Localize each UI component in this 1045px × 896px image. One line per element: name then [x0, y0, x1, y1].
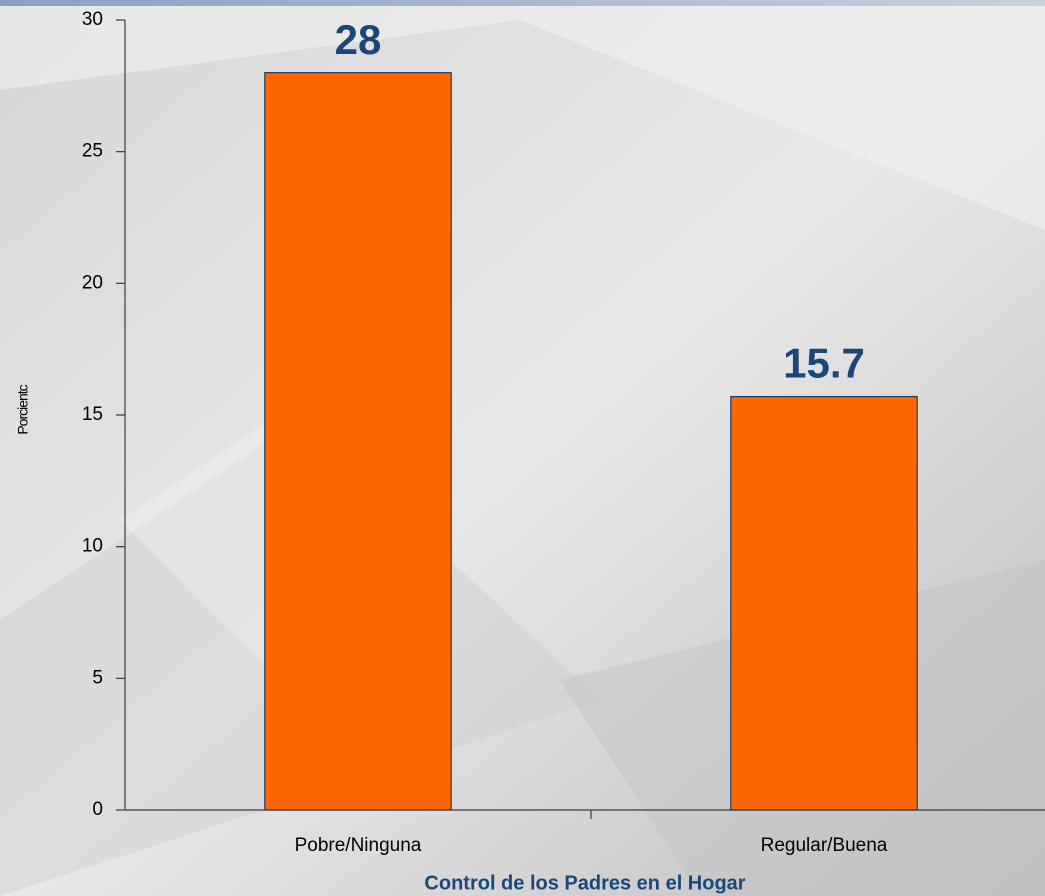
top-strip — [0, 0, 1045, 6]
y-tick-label: 10 — [82, 536, 103, 557]
background-shape — [0, 0, 1045, 230]
data-label: 15.7 — [783, 340, 865, 387]
y-tick-label: 20 — [82, 272, 103, 293]
bar — [264, 72, 452, 811]
y-tick-label: 5 — [92, 667, 103, 688]
y-tick-label: 25 — [82, 141, 103, 162]
y-axis-label: Porcientc — [15, 384, 31, 434]
y-tick-label: 30 — [82, 9, 103, 30]
x-tick-label: Pobre/Ninguna — [295, 835, 422, 856]
y-tick-label: 15 — [82, 404, 103, 425]
y-tick-label: 0 — [92, 799, 103, 820]
x-tick-label: Regular/Buena — [761, 835, 888, 856]
x-axis-label: Control de los Padres en el Hogar — [424, 872, 745, 894]
bar — [730, 395, 918, 811]
data-label: 28 — [335, 16, 382, 63]
